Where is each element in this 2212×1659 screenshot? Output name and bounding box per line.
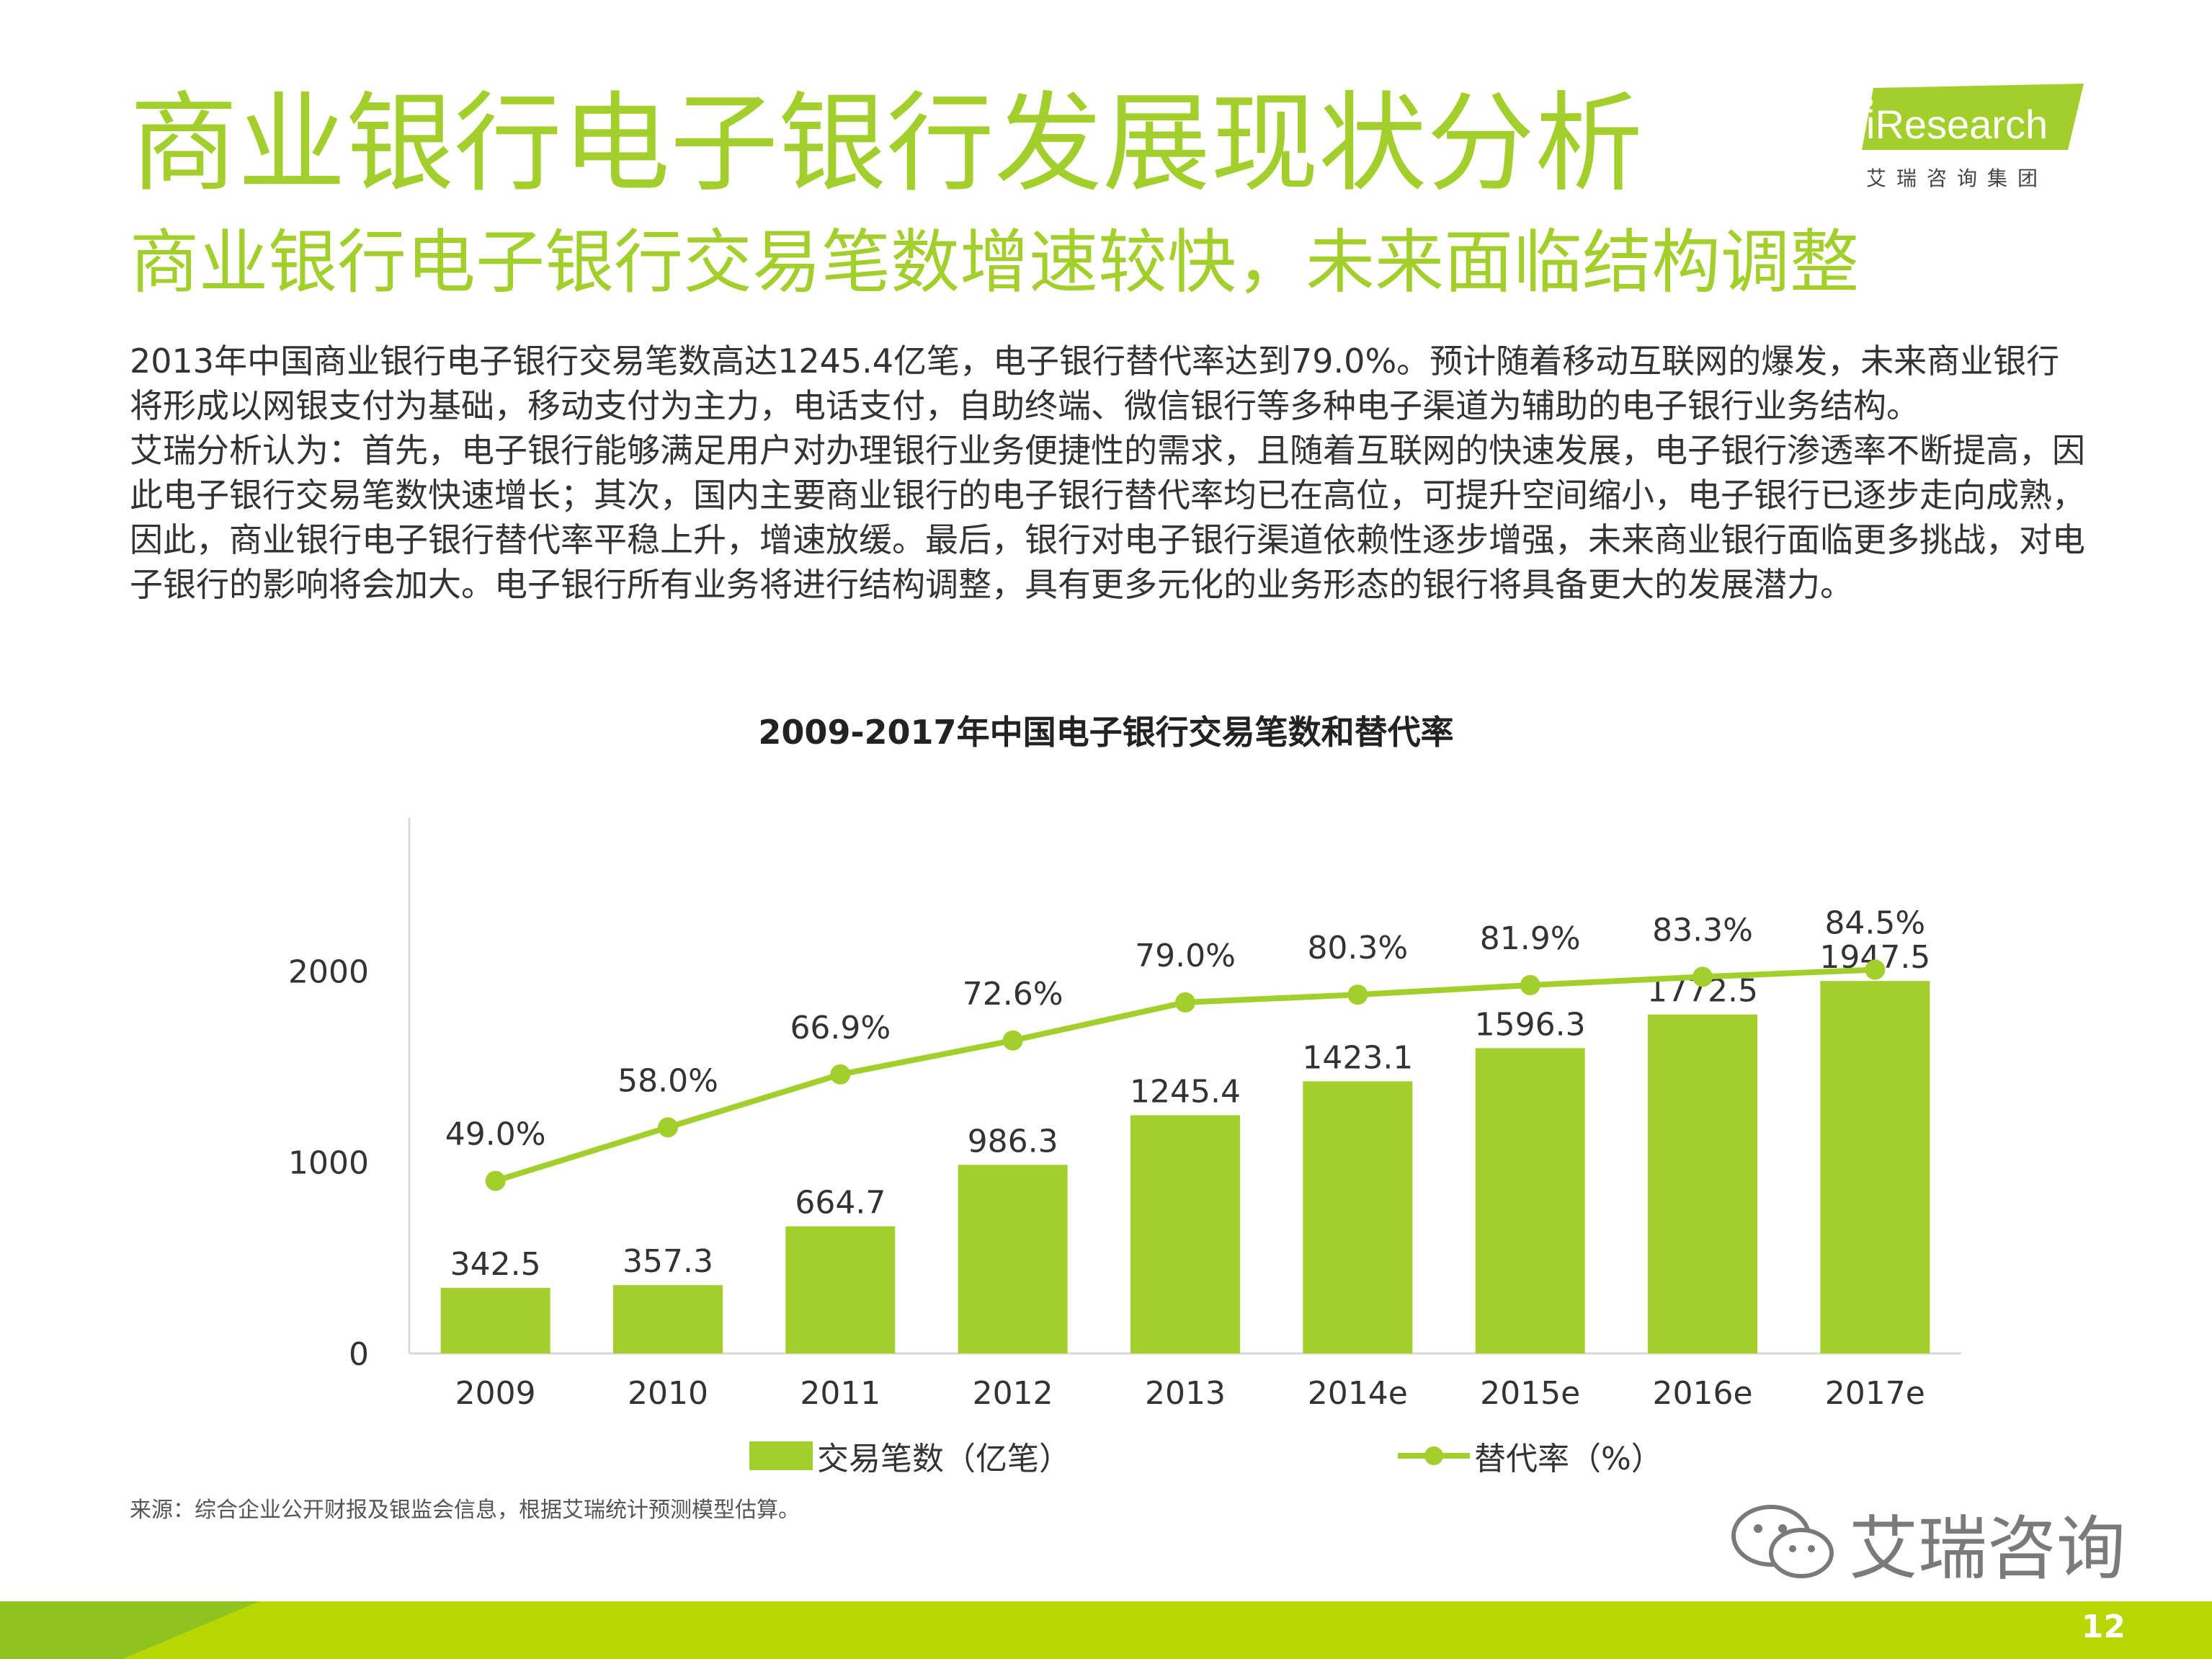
line-value-label: 49.0% — [445, 1116, 546, 1153]
bar-value-label: 1596.3 — [1475, 1006, 1586, 1043]
line-value-label: 84.5% — [1824, 905, 1925, 942]
source-note: 来源：综合企业公开财报及银监会信息，根据艾瑞统计预测模型估算。 — [130, 1498, 800, 1523]
x-tick-label: 2016e — [1652, 1375, 1752, 1412]
bar — [1130, 1115, 1240, 1353]
x-tick-label: 2017e — [1825, 1375, 1925, 1412]
x-tick-label: 2015e — [1480, 1375, 1580, 1412]
bar — [1648, 1014, 1757, 1353]
bar — [958, 1165, 1068, 1353]
line-point — [830, 1064, 851, 1085]
bar — [1475, 1048, 1585, 1353]
x-tick-label: 2013 — [1145, 1375, 1226, 1412]
page-subtitle: 商业银行电子银行交易笔数增速较快，未来面临结构调整 — [130, 222, 1859, 303]
x-tick-label: 2012 — [973, 1375, 1053, 1412]
bar-value-label: 342.5 — [450, 1246, 541, 1283]
bar — [440, 1288, 550, 1353]
x-tick-label: 2009 — [455, 1375, 536, 1412]
line-point — [658, 1117, 678, 1138]
bar — [613, 1285, 723, 1353]
line-point — [1175, 992, 1195, 1013]
combo-chart: 0 1000 2000 342.5 2009 357.3 2010 664.7 2011 986.… — [288, 818, 1961, 1412]
chart-title: 2009-2017年中国电子银行交易笔数和替代率 — [758, 713, 1454, 752]
bar-value-label: 1423.1 — [1302, 1039, 1413, 1076]
line-point — [1520, 974, 1540, 995]
legend-bar-swatch — [749, 1441, 813, 1470]
line-point — [1865, 959, 1886, 980]
legend-bar-label: 交易笔数（亿笔） — [817, 1441, 1071, 1477]
bar — [1303, 1081, 1413, 1353]
legend-line: 替代率（%） — [1398, 1434, 1663, 1477]
legend-bar: 交易笔数（亿笔） — [749, 1434, 1071, 1477]
iresearch-logo: iResearch 艾瑞咨询集团 — [1852, 81, 2090, 190]
x-tick-label: 2011 — [800, 1375, 880, 1412]
body-text: 2013年中国商业银行电子银行交易笔数高达1245.4亿笔，电子银行替代率达到7… — [130, 339, 2090, 607]
logo-mark-icon — [1862, 84, 2084, 150]
y-tick-label: 2000 — [288, 953, 369, 990]
line-point — [1693, 966, 1713, 987]
page-number: 12 — [2081, 1609, 2126, 1645]
line-value-label: 58.0% — [617, 1062, 718, 1099]
bar-value-label: 1245.4 — [1130, 1074, 1241, 1111]
legend-line-label: 替代率（%） — [1474, 1441, 1663, 1477]
line-point — [1002, 1030, 1023, 1051]
y-tick-label: 0 — [349, 1336, 369, 1373]
page-title: 商业银行电子银行发展现状分析 — [130, 81, 1644, 207]
body-paragraph-1: 2013年中国商业银行电子银行交易笔数高达1245.4亿笔，电子银行替代率达到7… — [130, 342, 2060, 425]
legend-line-swatch — [1398, 1446, 1470, 1465]
watermark-text: 艾瑞咨询 — [1849, 1508, 2126, 1589]
line-value-label: 80.3% — [1307, 930, 1408, 966]
body-paragraph-2: 艾瑞分析认为：首先，电子银行能够满足用户对办理银行业务便捷性的需求，且随着互联网… — [130, 431, 2085, 604]
footer-bar — [0, 1601, 2212, 1659]
wechat-icon — [1731, 1505, 1834, 1578]
line-value-label: 81.9% — [1480, 920, 1581, 957]
line-value-label: 72.6% — [963, 976, 1063, 1013]
line-point — [485, 1170, 506, 1191]
bar-value-label: 986.3 — [968, 1123, 1058, 1160]
wechat-watermark: 艾瑞咨询 — [1729, 1499, 2126, 1589]
bar-value-label: 357.3 — [623, 1243, 713, 1280]
x-tick-label: 2010 — [628, 1375, 708, 1412]
line-point — [1347, 984, 1368, 1005]
line-value-label: 83.3% — [1652, 912, 1753, 948]
bar — [785, 1226, 896, 1353]
bar — [1820, 981, 1930, 1353]
x-tick-label: 2014e — [1308, 1375, 1408, 1412]
bar-value-label: 664.7 — [795, 1185, 886, 1222]
line-value-label: 79.0% — [1135, 938, 1236, 974]
logo-brand-text: iResearch — [1866, 102, 2048, 147]
logo-tagline: 艾瑞咨询集团 — [1866, 166, 2048, 190]
y-tick-label: 1000 — [288, 1145, 369, 1182]
line-value-label: 66.9% — [790, 1010, 891, 1046]
